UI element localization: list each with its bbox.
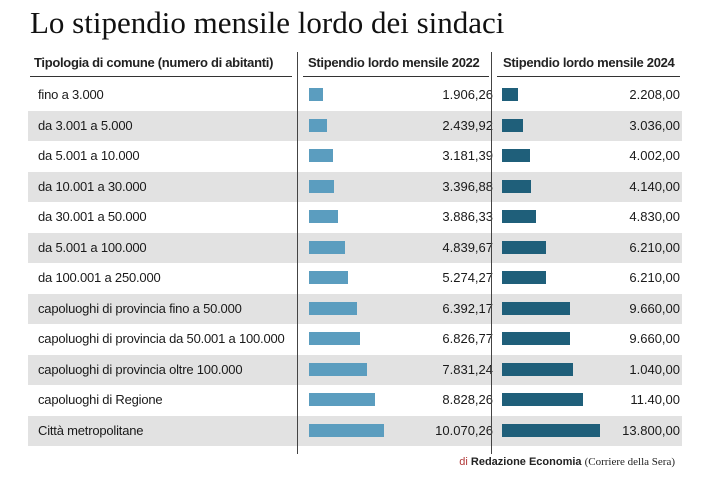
source-publication: (Corriere della Sera) (584, 456, 675, 468)
bar-2022 (309, 423, 385, 437)
category-label: da 5.001 a 100.000 (38, 239, 147, 255)
value-2024-label: 9.660,00 (629, 331, 680, 346)
bar-2024 (502, 210, 537, 223)
value-2022-label: 10.070,26 (435, 422, 493, 438)
header-rule-2024 (497, 76, 680, 77)
value-2024-label: 2.208,00 (629, 87, 680, 102)
bar-2022 (309, 149, 333, 162)
value-2024-label: 4.830,00 (629, 209, 680, 224)
bar-2022 (309, 362, 368, 376)
table-row: da 10.001 a 30.000 3.396,88 4.140,00 (28, 171, 682, 202)
source-prefix: di (459, 456, 468, 468)
category-label: da 30.001 a 50.000 (38, 209, 147, 224)
category-label: da 100.001 a 250.000 (38, 270, 161, 285)
header-category: Tipologia di comune (numero di abitanti) (34, 55, 274, 70)
header-2022: Stipendio lordo mensile 2022 (308, 55, 480, 70)
table-row: da 5.001 a 10.000 3.181,39 4.002,00 (28, 141, 682, 171)
bar-2024 (502, 271, 546, 284)
bar-2022 (309, 118, 328, 132)
category-label: da 10.001 a 30.000 (38, 178, 147, 194)
value-2024-label: 1.040,00 (629, 361, 680, 377)
bar-2022 (309, 271, 349, 284)
bar-2024 (502, 240, 546, 254)
value-2024-label: 11.40,00 (630, 392, 680, 407)
header-rule-2022 (303, 76, 489, 77)
table-row: Città metropolitane 10.070,26 13.800,00 (28, 415, 682, 446)
category-label: Città metropolitane (38, 422, 144, 438)
header-2024: Stipendio lordo mensile 2024 (503, 55, 675, 70)
value-2024-label: 13.800,00 (622, 422, 680, 438)
table-row: capoluoghi di Regione 8.828,26 11.40,00 (28, 385, 682, 415)
value-2024-label: 6.210,00 (629, 270, 680, 285)
category-label: da 3.001 a 5.000 (38, 117, 133, 133)
table-row: da 30.001 a 50.000 3.886,33 4.830,00 (28, 202, 682, 232)
category-label: capoluoghi di Regione (38, 392, 163, 407)
category-label: capoluoghi di provincia fino a 50.000 (38, 300, 242, 316)
bar-2022 (309, 210, 338, 223)
bar-2024 (502, 118, 524, 132)
bar-2022 (309, 393, 375, 406)
value-2022-label: 3.886,33 (442, 209, 493, 224)
value-2022-label: 5.274,27 (442, 270, 493, 285)
category-label: fino a 3.000 (38, 87, 104, 102)
value-2024-label: 4.140,00 (629, 178, 680, 194)
value-2024-label: 6.210,00 (629, 239, 680, 255)
value-2022-label: 6.392,17 (442, 300, 493, 316)
table-row: capoluoghi di provincia oltre 100.000 7.8… (28, 354, 682, 385)
value-2022-label: 8.828,26 (442, 392, 493, 407)
bar-2022 (309, 301, 357, 315)
category-label: capoluoghi di provincia da 50.001 a 100.… (38, 331, 285, 346)
bar-2024 (502, 423, 600, 437)
column-divider-2022 (297, 52, 298, 454)
column-divider-2024 (491, 52, 492, 454)
category-label: capoluoghi di provincia oltre 100.000 (38, 361, 243, 377)
table-row: da 100.001 a 250.000 5.274,27 6.210,00 (28, 263, 682, 293)
value-2024-label: 9.660,00 (629, 300, 680, 316)
value-2024-label: 4.002,00 (629, 148, 680, 163)
header-rule-category (30, 76, 292, 77)
bar-2024 (502, 179, 532, 193)
bar-2024 (502, 149, 531, 162)
table-row: capoluoghi di provincia da 50.001 a 100.… (28, 324, 682, 354)
value-2022-label: 3.396,88 (442, 178, 493, 194)
value-2022-label: 1.906,26 (442, 87, 493, 102)
bar-2022 (309, 240, 346, 254)
bar-2022 (309, 179, 335, 193)
bar-2024 (502, 393, 583, 406)
table-row: da 5.001 a 100.000 4.839,67 6.210,00 (28, 232, 682, 263)
table-row: fino a 3.000 1.906,26 2.208,00 (28, 80, 682, 110)
bar-2024 (502, 301, 571, 315)
bar-2024 (502, 332, 571, 345)
bar-2022 (309, 88, 324, 101)
chart-title: Lo stipendio mensile lordo dei sindaci (30, 5, 505, 40)
source-credit: di Redazione Economia (Corriere della Se… (459, 456, 675, 468)
bar-2024 (502, 362, 573, 376)
source-author: Redazione Economia (470, 456, 582, 468)
table-row: da 3.001 a 5.000 2.439,92 3.036,00 (28, 110, 682, 141)
category-label: da 5.001 a 10.000 (38, 148, 140, 163)
value-2022-label: 4.839,67 (442, 239, 493, 255)
value-2022-label: 3.181,39 (442, 148, 493, 163)
value-2022-label: 6.826,77 (442, 331, 493, 346)
value-2022-label: 2.439,92 (442, 117, 493, 133)
value-2024-label: 3.036,00 (629, 117, 680, 133)
value-2022-label: 7.831,24 (442, 361, 493, 377)
table-row: capoluoghi di provincia fino a 50.000 6.3… (28, 293, 682, 324)
bar-2022 (309, 332, 360, 345)
bar-2024 (502, 88, 518, 101)
